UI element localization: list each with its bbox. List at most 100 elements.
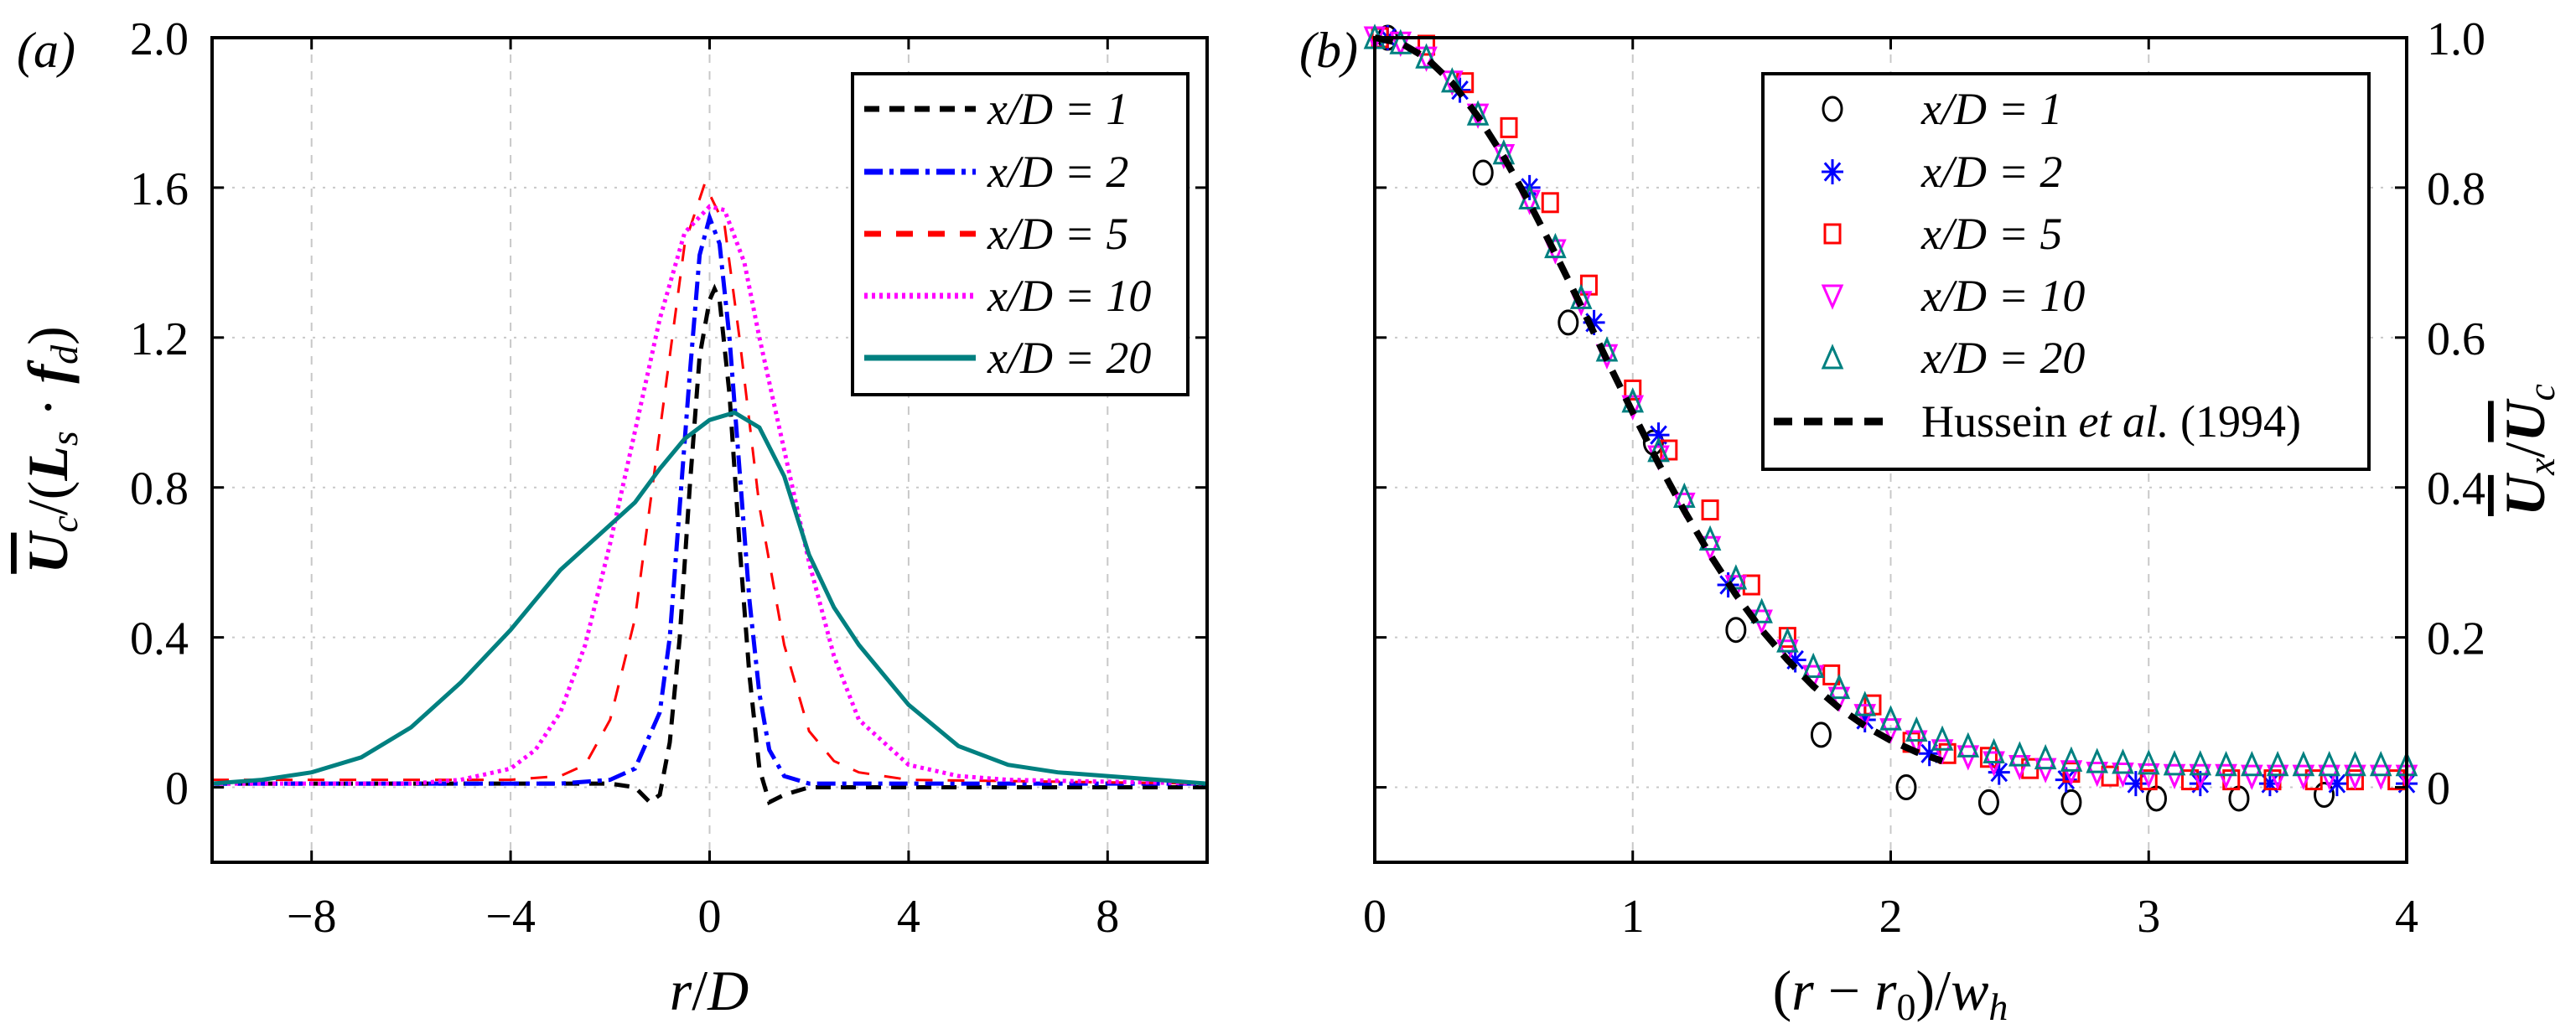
series-hussein-et-al-1994 xyxy=(1374,34,1944,764)
data-point xyxy=(2034,758,2057,784)
data-point xyxy=(2215,750,2237,777)
data-point xyxy=(1701,499,1719,521)
y-tick-label: 0.6 xyxy=(2427,313,2485,365)
data-point xyxy=(2241,764,2263,790)
series-x-d-5-line xyxy=(212,180,1208,785)
data-point xyxy=(2325,771,2348,797)
panel-b-ylabel: Ux/Uc xyxy=(2493,384,2563,516)
data-point xyxy=(2145,785,2167,812)
data-point xyxy=(1724,564,1748,590)
data-point xyxy=(1905,730,1928,756)
data-point xyxy=(2266,750,2289,777)
data-point xyxy=(1698,525,1722,551)
data-point xyxy=(2344,750,2366,777)
data-point xyxy=(1541,192,1559,214)
series-x-d-10-line xyxy=(212,204,1208,786)
y-tick-label: 0.8 xyxy=(2427,163,2485,215)
data-point xyxy=(1415,43,1438,69)
data-point xyxy=(1558,309,1579,336)
panel-b-ticks: 0 1 2 3 4 0 0.2 0.4 0.6 0.8 1.0 xyxy=(1363,13,2485,943)
y-tick-label: 0.8 xyxy=(130,463,189,515)
panel-b-series xyxy=(1363,23,2418,815)
data-point xyxy=(1776,627,1799,653)
y-tick-label: 0.4 xyxy=(130,613,189,665)
data-point xyxy=(2139,769,2158,791)
x-tick-label: 3 xyxy=(2137,891,2160,943)
data-point xyxy=(1957,732,1980,758)
series-x-d-20-line xyxy=(211,410,1208,786)
data-point xyxy=(1810,721,1832,748)
data-point xyxy=(1418,34,1436,56)
series-x-d-10 xyxy=(212,204,1208,786)
legend-label: x/D = 10 xyxy=(987,271,1151,321)
data-point xyxy=(2060,746,2083,772)
legend-label: x/D = 5 xyxy=(1920,209,2062,259)
legend-label: x/D = 1 xyxy=(1920,84,2062,134)
data-point xyxy=(1905,716,1928,742)
legend-marker xyxy=(1822,96,1843,122)
panel-b-legend: x/D = 1 x/D = 2 x/D = 5 x/D = 10 x/D = 20 Hus… xyxy=(1761,72,2371,471)
y-tick-label: 1.0 xyxy=(2427,13,2485,65)
data-point xyxy=(2163,763,2186,789)
series-x-d-5 xyxy=(212,180,1208,785)
legend-label: x/D = 2 xyxy=(987,147,1128,197)
data-point xyxy=(2008,741,2031,767)
data-point xyxy=(1647,422,1670,448)
data-point xyxy=(2112,748,2134,774)
panel-b-xlabel: (r − r0)/wh xyxy=(1773,959,2008,1024)
data-point xyxy=(2369,764,2392,790)
data-point xyxy=(2086,747,2108,773)
panel-a-series xyxy=(211,180,1208,805)
data-point xyxy=(2318,750,2340,777)
data-point xyxy=(1441,67,1464,93)
data-point xyxy=(1624,379,1642,401)
data-point xyxy=(2228,785,2250,812)
panel-a-label: (a) xyxy=(17,23,75,78)
series-x-d-1 xyxy=(1376,24,2335,815)
data-point xyxy=(1977,789,1999,815)
data-point xyxy=(1853,707,1876,733)
data-point xyxy=(1583,309,1605,335)
data-point xyxy=(2314,781,2335,808)
data-point xyxy=(1853,690,1877,716)
series-hussein-et-al-1994-line xyxy=(1374,34,1944,764)
panel-a-ticks: −8 −4 0 4 8 0 0.4 0.8 1.2 1.6 2.0 xyxy=(130,13,1207,943)
series-x-d-2-line xyxy=(212,210,1207,786)
y-tick-label: 2.0 xyxy=(130,13,189,65)
data-point xyxy=(1742,574,1760,596)
data-point xyxy=(2101,765,2119,787)
data-point xyxy=(1725,617,1747,644)
legend-box xyxy=(1761,72,2371,471)
panel-b: (b) 0 1 2 3 4 0 0.2 0.4 0.6 0.8 1.0 (r − r0)/wh Ux… xyxy=(1299,13,2563,1024)
data-point xyxy=(2292,764,2315,790)
data-point xyxy=(1750,597,1773,623)
y-tick-label: 0.4 xyxy=(2427,463,2485,515)
data-point xyxy=(1472,159,1494,186)
data-point xyxy=(1983,737,2005,764)
legend-marker xyxy=(1823,223,1842,245)
panel-b-label: (b) xyxy=(1299,23,1358,78)
legend-label: x/D = 20 xyxy=(987,333,1151,383)
y-tick-label: 0 xyxy=(2427,763,2450,815)
data-point xyxy=(2241,750,2263,777)
data-point xyxy=(1879,705,1902,731)
y-tick-label: 0 xyxy=(165,763,189,815)
data-point xyxy=(2189,763,2212,789)
legend-label: x/D = 20 xyxy=(1920,333,2085,383)
data-point xyxy=(2318,764,2340,790)
legend-label: x/D = 5 xyxy=(987,209,1128,259)
x-tick-label: 4 xyxy=(2395,891,2418,943)
data-point xyxy=(1988,759,2010,785)
series-x-d-2 xyxy=(212,210,1207,786)
data-point xyxy=(2344,764,2366,790)
y-tick-label: 1.6 xyxy=(130,163,189,215)
data-point xyxy=(1895,774,1917,801)
x-tick-label: 0 xyxy=(1363,891,1386,943)
x-tick-label: 1 xyxy=(1621,891,1645,943)
data-point xyxy=(1660,439,1678,461)
data-point xyxy=(2137,749,2160,775)
legend-label: x/D = 2 xyxy=(1920,147,2062,197)
data-point xyxy=(1801,652,1825,679)
data-point xyxy=(2060,760,2083,786)
